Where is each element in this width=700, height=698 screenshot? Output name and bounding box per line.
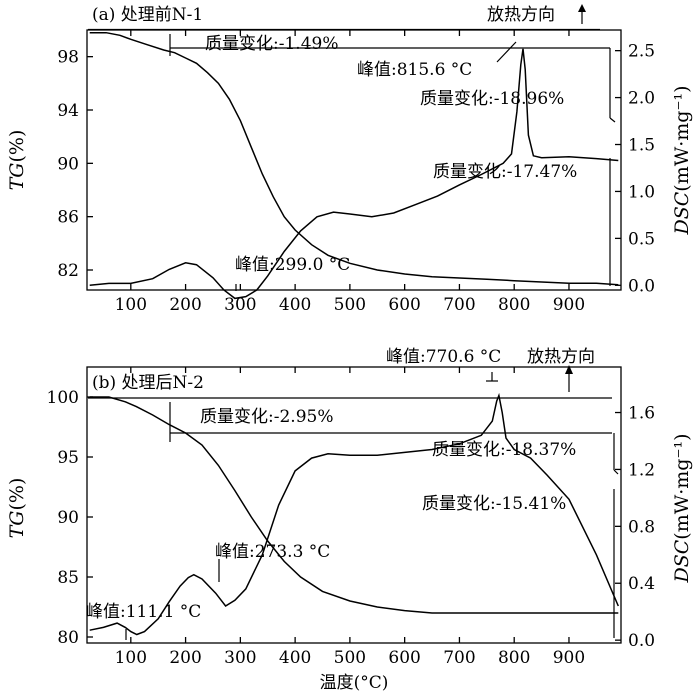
panel-a-x-tick-label: 900 bbox=[553, 295, 585, 315]
panel-b-x-tick-label: 600 bbox=[388, 648, 420, 668]
panel-a-title: (a) 处理前N-1 bbox=[92, 5, 203, 25]
panel-a-right-tick-label: 1.0 bbox=[628, 182, 655, 202]
panel-b-left-tick-label: 80 bbox=[57, 628, 79, 648]
panel-a-left-tick-label: 90 bbox=[57, 154, 79, 174]
panel-b-title: (b) 处理后N-2 bbox=[92, 373, 204, 393]
panel-a-curves bbox=[89, 31, 619, 300]
x-axis-label: 温度(°C) bbox=[320, 673, 389, 693]
panel-b-mass-change-1: 质量变化:-2.95% bbox=[200, 407, 333, 427]
panel-b-peak-mid-label: 峰值:273.3 °C bbox=[215, 542, 330, 562]
panel-b-frame bbox=[86, 366, 622, 644]
panel-a-exo-label: 放热方向 bbox=[487, 5, 555, 25]
panel-a-left-tick-label: 86 bbox=[57, 208, 79, 228]
panel-b-mass-change-3: 质量变化:-15.41% bbox=[422, 494, 566, 514]
panel-a-right-tick-label: 0.0 bbox=[628, 276, 655, 296]
panel-a-right-tick-label: 0.5 bbox=[628, 229, 655, 249]
panel-a-x-tick-label: 800 bbox=[498, 295, 530, 315]
panel-b-exo-arrow bbox=[565, 365, 573, 392]
panel-a-x-tick-label: 600 bbox=[388, 295, 420, 315]
panel-b-x-tick-label: 700 bbox=[443, 648, 475, 668]
panel-a-tg-curve bbox=[89, 31, 619, 286]
panel-b-curves bbox=[89, 392, 619, 636]
panel-a-left-axis-label: TG(%) bbox=[6, 130, 28, 191]
panel-a-left-tick-label: 94 bbox=[57, 101, 79, 121]
panel-b-x-tick-label: 300 bbox=[224, 648, 256, 668]
panel-a-x-tick-label: 400 bbox=[279, 295, 311, 315]
panel-a-ticks: 100 200 300 400 500 600 700 800 900 82 86 90 94 98 0.0… bbox=[57, 30, 655, 315]
panel-b-peak-low-label: 峰值:111.1 °C bbox=[86, 602, 201, 622]
panel-b-dsc-curve bbox=[89, 392, 619, 636]
panel-b-right-tick-label: 1.2 bbox=[628, 460, 655, 480]
panel-a-bracket-tick bbox=[609, 117, 616, 123]
panel-b-left-tick-label: 90 bbox=[57, 508, 79, 528]
panel-b-x-tick-label: 400 bbox=[279, 648, 311, 668]
panel-a-exo-arrow bbox=[578, 4, 586, 24]
panel-b-x-tick-label: 200 bbox=[169, 648, 201, 668]
panel-b-exo-label: 放热方向 bbox=[527, 347, 595, 367]
panel-b-right-tick-label: 0.8 bbox=[628, 517, 655, 537]
panel-a-peak-leader bbox=[496, 41, 517, 63]
panel-a-right-axis-label: DSC(mW·mg⁻¹) bbox=[671, 85, 693, 235]
panel-a-mass-change-3: 质量变化:-17.47% bbox=[433, 162, 577, 182]
panel-b-x-tick-label: 100 bbox=[115, 648, 147, 668]
panel-b-x-tick-label: 800 bbox=[498, 648, 530, 668]
panel-a-x-tick-label: 300 bbox=[224, 295, 256, 315]
panel-a-left-tick-label: 98 bbox=[57, 48, 79, 68]
panel-a-frame bbox=[86, 29, 622, 291]
panel-b-right-tick-label: 0.4 bbox=[628, 574, 655, 594]
panel-b-left-axis-label: TG(%) bbox=[6, 478, 28, 539]
panel-a-right-tick-label: 2.0 bbox=[628, 89, 655, 109]
panel-b-bracket-tick bbox=[613, 469, 619, 475]
panel-b-x-tick-label: 500 bbox=[334, 648, 366, 668]
panel-a-mass-change-1: 质量变化:-1.49% bbox=[205, 34, 338, 54]
panel-b-left-tick-label: 85 bbox=[57, 568, 79, 588]
panel-a-right-tick-label: 2.5 bbox=[628, 42, 655, 62]
panel-a: 100 200 300 400 500 600 700 800 900 82 86 90 94 98 0.0… bbox=[6, 4, 693, 315]
panel-b-left-tick-label: 95 bbox=[57, 448, 79, 468]
panel-b-peak-high-label: 峰值:770.6 °C bbox=[386, 347, 501, 367]
panel-b-mass-change-2: 质量变化:-18.37% bbox=[432, 440, 576, 460]
exo-arrow-b-head bbox=[565, 365, 573, 374]
panel-b: 100 200 300 400 500 600 700 800 900 80 85 90 95 100 0.… bbox=[6, 347, 693, 693]
panel-a-x-tick-label: 500 bbox=[334, 295, 366, 315]
panel-b-right-tick-label: 1.6 bbox=[628, 404, 655, 424]
panel-b-tg-curve bbox=[89, 396, 619, 614]
panel-a-left-tick-label: 82 bbox=[57, 261, 79, 281]
panel-a-mass-change-2: 质量变化:-18.96% bbox=[420, 89, 564, 109]
panel-a-dsc-curve bbox=[89, 48, 619, 300]
panel-a-peak-high-label: 峰值:815.6 °C bbox=[357, 60, 472, 80]
panel-a-right-tick-label: 1.5 bbox=[628, 136, 655, 156]
panel-a-x-tick-label: 100 bbox=[115, 295, 147, 315]
panel-b-left-tick-label: 100 bbox=[47, 388, 79, 408]
exo-arrow-a-head bbox=[578, 4, 586, 12]
panel-a-x-tick-label: 200 bbox=[169, 295, 201, 315]
panel-b-ticks: 100 200 300 400 500 600 700 800 900 80 85 90 95 100 0.… bbox=[47, 367, 655, 668]
panel-b-right-axis-label: DSC(mW·mg⁻¹) bbox=[671, 433, 693, 583]
panel-a-x-tick-label: 700 bbox=[443, 295, 475, 315]
panel-a-peak-low-label: 峰值:299.0 °C bbox=[235, 255, 350, 275]
panel-b-x-tick-label: 900 bbox=[553, 648, 585, 668]
panel-b-right-tick-label: 0.0 bbox=[628, 631, 655, 651]
